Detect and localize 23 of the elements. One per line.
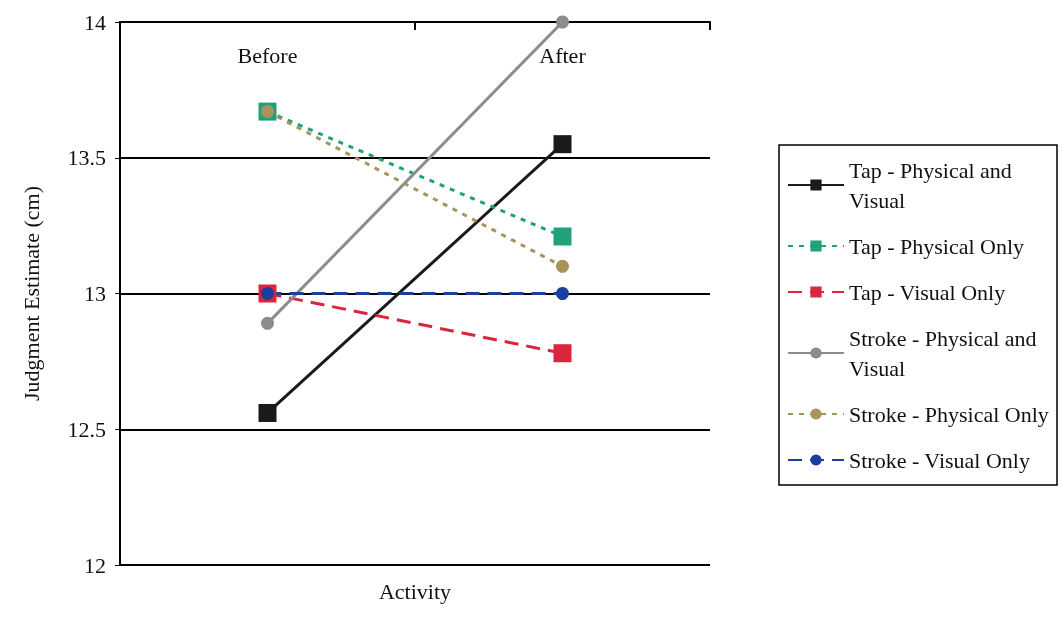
x-axis-title: Activity: [378, 578, 452, 604]
legend-label: Tap - Physical and Visual: [849, 157, 1018, 213]
point: [556, 15, 569, 29]
point: [553, 344, 572, 363]
point: [261, 316, 274, 330]
legend-label: Stroke - Physical and Visual: [849, 325, 1043, 381]
point: [553, 227, 572, 246]
legend-label: Stroke - Visual Only: [849, 447, 1030, 473]
x-tick-label: Before: [237, 42, 298, 68]
legend-label: Tap - Physical Only: [849, 233, 1025, 259]
x-tick-label: After: [539, 42, 587, 68]
y-tick-label: 12: [84, 552, 106, 578]
point: [258, 403, 277, 422]
point: [556, 287, 569, 300]
y-tick-label: 13.5: [67, 145, 106, 171]
legend-label: Stroke - Physical Only: [849, 401, 1049, 427]
point: [553, 135, 572, 154]
y-tick-label: 12.5: [67, 416, 106, 442]
y-axis-title: Judgment Estimate (cm): [18, 185, 44, 402]
legend-label: Tap - Visual Only: [849, 279, 1006, 305]
y-tick-label: 13: [84, 281, 106, 306]
y-tick-label: 14: [84, 9, 106, 35]
point: [556, 259, 569, 273]
